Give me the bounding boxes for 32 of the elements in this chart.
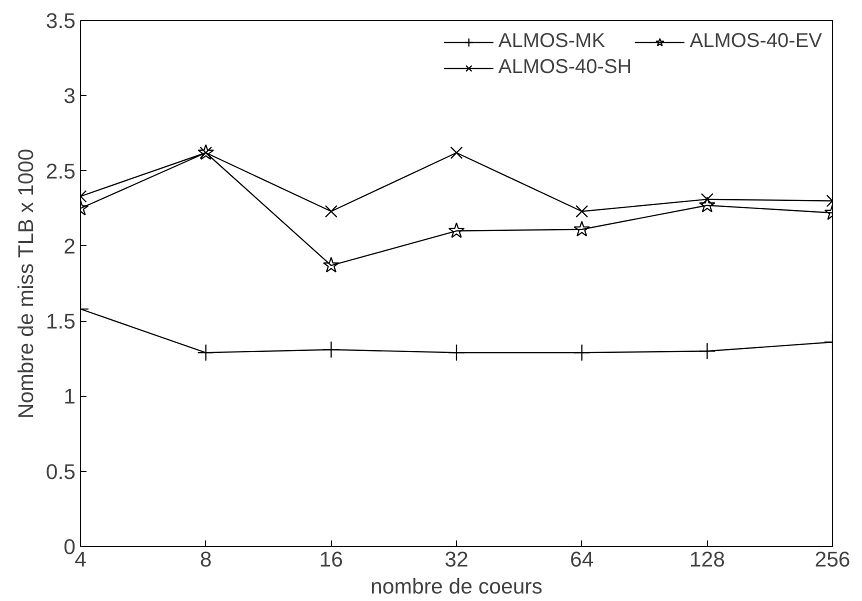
- y-tick-label: 2: [64, 234, 76, 258]
- legend-label: ALMOS-40-EV: [690, 30, 822, 53]
- y-tick-label: 3.5: [46, 9, 76, 33]
- point: [197, 344, 214, 362]
- x-tick-label: 128: [689, 548, 725, 572]
- point: [448, 344, 466, 362]
- point: [450, 146, 463, 160]
- legend-label: ALMOS-40-SH: [498, 56, 632, 79]
- x-tick-label: 16: [319, 548, 344, 572]
- point: [698, 196, 716, 212]
- x-tick-label: 64: [570, 548, 594, 572]
- y-tick-label: 1.5: [46, 310, 76, 334]
- y-tick-label: 2.5: [46, 159, 76, 184]
- point: [574, 220, 590, 236]
- y-tick-label: 0: [64, 535, 76, 559]
- point: [324, 205, 338, 218]
- x-axis-title: nombre de coeurs: [370, 574, 542, 598]
- y-tick-label: 1: [64, 384, 76, 409]
- point: [573, 344, 590, 362]
- point: [322, 341, 340, 358]
- x-tick-label: 256: [814, 548, 850, 572]
- y-tick-label: 3: [64, 84, 76, 108]
- point: [698, 342, 716, 360]
- x-tick-label: 32: [444, 548, 468, 572]
- point: [322, 256, 340, 273]
- x-tick-label: 4: [74, 548, 87, 572]
- point: [448, 222, 465, 238]
- legend-label: ALMOS-MK: [498, 30, 606, 53]
- point: [576, 205, 588, 218]
- y-tick-label: 0.5: [46, 460, 76, 484]
- y-axis-title: Nombre de miss TLB x 1000: [14, 148, 38, 419]
- x-tick-label: 8: [200, 548, 212, 572]
